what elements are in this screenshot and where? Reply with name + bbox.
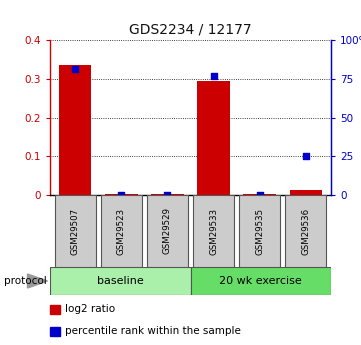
Bar: [197, 81, 230, 195]
Text: baseline: baseline: [97, 276, 144, 286]
Polygon shape: [27, 274, 48, 288]
Bar: [59, 65, 91, 195]
Bar: [151, 194, 184, 195]
Bar: [290, 190, 322, 195]
Bar: [243, 194, 276, 195]
FancyBboxPatch shape: [191, 267, 331, 295]
Title: GDS2234 / 12177: GDS2234 / 12177: [129, 22, 252, 36]
Text: log2 ratio: log2 ratio: [65, 304, 116, 314]
Text: GSM29523: GSM29523: [117, 207, 126, 255]
Bar: [50, 326, 60, 335]
Point: [211, 73, 217, 78]
FancyBboxPatch shape: [55, 195, 96, 267]
Text: percentile rank within the sample: percentile rank within the sample: [65, 326, 242, 336]
Text: protocol: protocol: [4, 276, 46, 286]
Text: GSM29536: GSM29536: [301, 207, 310, 255]
Text: GSM29529: GSM29529: [163, 207, 172, 255]
Point: [73, 67, 78, 72]
FancyBboxPatch shape: [193, 195, 234, 267]
FancyBboxPatch shape: [286, 195, 326, 267]
Bar: [105, 194, 138, 195]
FancyBboxPatch shape: [101, 195, 142, 267]
Point: [303, 154, 309, 159]
Point: [165, 192, 170, 198]
Text: GSM29535: GSM29535: [255, 207, 264, 255]
Text: GSM29507: GSM29507: [71, 207, 80, 255]
Bar: [50, 305, 60, 314]
FancyBboxPatch shape: [50, 267, 191, 295]
Point: [257, 192, 262, 198]
Text: GSM29533: GSM29533: [209, 207, 218, 255]
FancyBboxPatch shape: [147, 195, 188, 267]
Text: 20 wk exercise: 20 wk exercise: [219, 276, 302, 286]
Point: [118, 192, 124, 198]
FancyBboxPatch shape: [239, 195, 280, 267]
